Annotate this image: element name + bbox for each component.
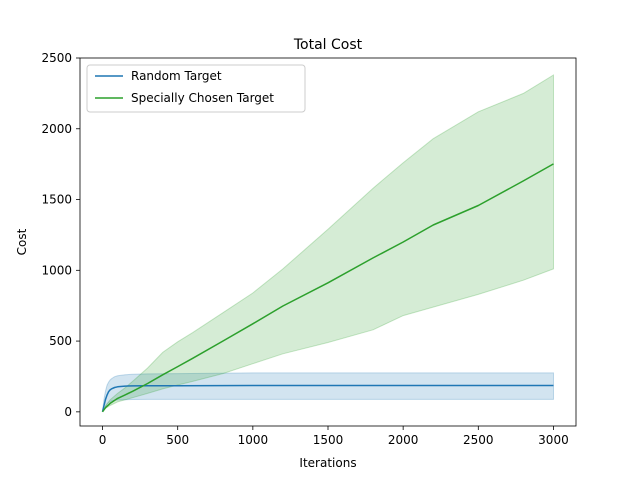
x-tick-label: 500: [166, 433, 189, 447]
x-axis-label: Iterations: [299, 456, 356, 470]
y-tick-label: 500: [49, 334, 72, 348]
y-axis-label: Cost: [15, 228, 29, 255]
x-tick-label: 0: [99, 433, 107, 447]
y-tick-label: 1000: [41, 263, 72, 277]
x-tick-label: 1000: [238, 433, 269, 447]
x-tick-label: 2000: [388, 433, 419, 447]
series-lines: [101, 163, 554, 413]
y-axis-ticks: 0 500 1000 1500 2000 2500: [41, 51, 80, 419]
x-tick-label: 3000: [538, 433, 569, 447]
x-tick-label: 2500: [463, 433, 494, 447]
y-tick-label: 2000: [41, 122, 72, 136]
band-specially-chosen-target: [102, 74, 554, 413]
x-axis-ticks: 0 500 1000 1500 2000 2500 3000: [99, 426, 569, 447]
x-tick-label: 1500: [313, 433, 344, 447]
legend-box: [86, 64, 306, 113]
legend-label-random-target: Random Target: [131, 69, 222, 83]
y-tick-label: 2500: [41, 51, 72, 65]
line-random-target: [101, 384, 554, 412]
y-tick-label: 1500: [41, 193, 72, 207]
line-specially-chosen-target: [101, 163, 554, 413]
legend: Random Target Specially Chosen Target: [86, 64, 306, 113]
y-tick-label: 0: [64, 405, 72, 419]
chart-title: Total Cost: [293, 37, 363, 53]
legend-label-specially-chosen-target: Specially Chosen Target: [131, 91, 274, 105]
